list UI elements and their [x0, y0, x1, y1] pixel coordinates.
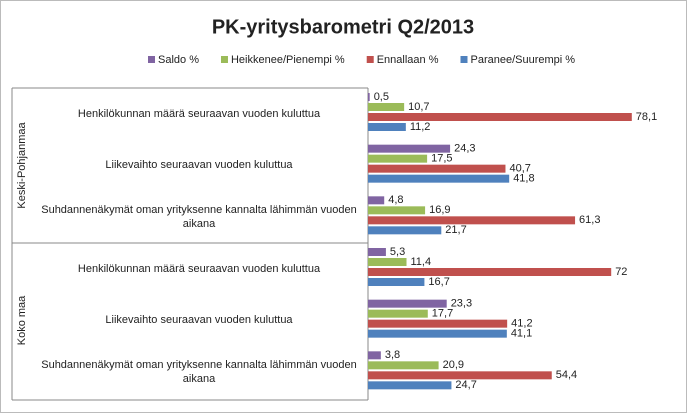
category-label-box: Suhdannenäkymät oman yrityksenne kannalt… [41, 359, 357, 386]
category-label-box: Henkilökunnan määrä seuraavan vuoden kul… [77, 262, 321, 275]
category-label: Henkilökunnan määrä seuraavan vuoden kul… [77, 262, 321, 275]
value-label: 20,9 [443, 359, 464, 371]
bar [368, 154, 428, 163]
bar [368, 216, 576, 225]
category-label: Liikevaihto seuraavan vuoden kuluttua [105, 314, 293, 327]
value-label: 72 [615, 266, 627, 278]
category-label: Suhdannenäkymät oman yrityksenne kannalt… [41, 359, 357, 386]
legend-swatch [148, 56, 155, 63]
value-label: 5,3 [390, 246, 405, 258]
legend-label: Ennallaan % [377, 54, 439, 66]
bar [368, 103, 405, 111]
value-label: 17,5 [431, 153, 452, 165]
value-label: 11,2 [410, 121, 431, 133]
bar [368, 278, 425, 286]
bar [368, 206, 426, 215]
value-label: 23,3 [451, 298, 472, 310]
legend-label: Heikkenee/Pienempi % [231, 54, 345, 66]
bar [368, 113, 632, 121]
bar [368, 381, 452, 390]
value-label: 10,7 [408, 101, 429, 113]
legend-swatch [366, 56, 374, 63]
bar [368, 351, 381, 360]
value-label: 61,3 [579, 214, 600, 226]
value-label: 54,4 [556, 369, 577, 381]
category-label-box: Liikevaihto seuraavan vuoden kuluttua [105, 159, 293, 172]
value-label: 0,5 [374, 91, 389, 103]
bar [368, 144, 451, 153]
value-label: 41,2 [511, 318, 532, 330]
group-label: Koko maa [16, 295, 28, 345]
value-label: 16,9 [429, 204, 450, 216]
category-label: Henkilökunnan määrä seuraavan vuoden kul… [77, 107, 321, 120]
legend-label: Saldo % [158, 54, 199, 66]
bar [368, 196, 385, 205]
bar [368, 309, 428, 318]
category-label-box: Henkilökunnan määrä seuraavan vuoden kul… [77, 107, 321, 120]
legend-swatch [460, 56, 468, 63]
category-label: Liikevaihto seuraavan vuoden kuluttua [105, 159, 293, 172]
bar [368, 361, 439, 370]
value-label: 41,1 [511, 328, 532, 340]
bar [368, 174, 510, 183]
group-label: Keski-Pohjanmaa [16, 122, 28, 209]
value-label: 41,8 [513, 173, 534, 185]
value-label: 4,8 [388, 194, 403, 206]
bar [368, 164, 506, 173]
bar [368, 299, 447, 308]
value-label: 16,7 [428, 276, 449, 288]
value-label: 17,7 [432, 308, 453, 320]
bar [368, 248, 386, 256]
bar [368, 93, 370, 101]
bar [368, 371, 552, 380]
category-label-box: Suhdannenäkymät oman yrityksenne kannalt… [41, 204, 357, 231]
chart-title: PK-yritysbarometri Q2/2013 [212, 16, 474, 38]
category-label-box: Liikevaihto seuraavan vuoden kuluttua [105, 314, 293, 327]
value-label: 78,1 [636, 111, 657, 123]
bar [368, 123, 406, 131]
bar [368, 329, 507, 338]
value-label: 24,7 [455, 379, 476, 391]
bar [368, 258, 407, 266]
value-label: 21,7 [445, 224, 466, 236]
value-label: 3,8 [385, 349, 400, 361]
value-label: 40,7 [509, 163, 530, 175]
value-label: 11,4 [411, 256, 432, 268]
legend-label: Paranee/Suurempi % [471, 54, 576, 66]
bar [368, 226, 442, 235]
bar [368, 268, 612, 276]
value-label: 24,3 [454, 143, 475, 155]
bar [368, 319, 508, 328]
legend-swatch [220, 56, 228, 63]
category-label: Suhdannenäkymät oman yrityksenne kannalt… [41, 204, 357, 231]
